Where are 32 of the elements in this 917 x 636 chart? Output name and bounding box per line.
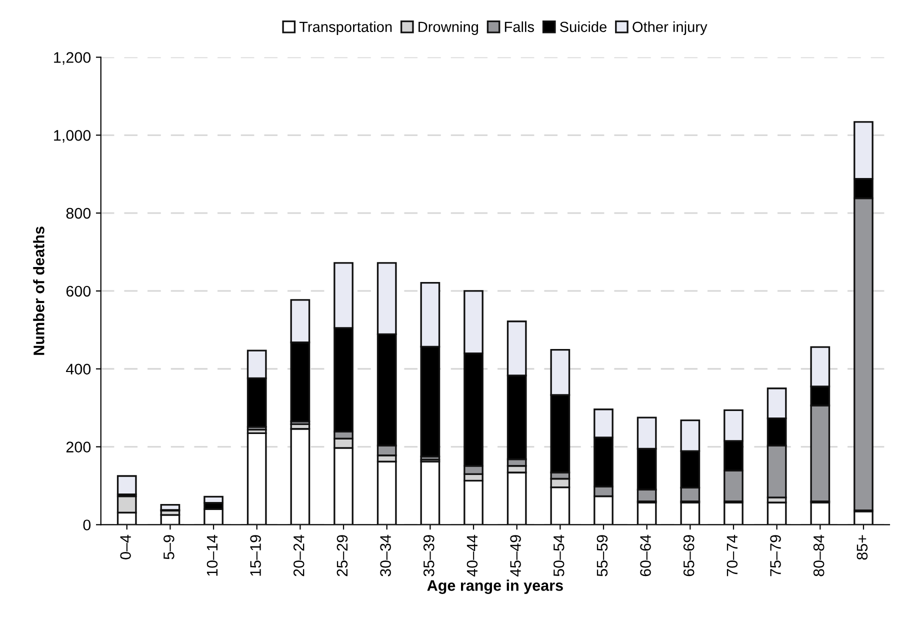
y-tick-label: 1,200 [54,52,91,65]
x-axis-title: Age range in years [427,580,563,594]
x-tick-label: 85+ [856,535,868,560]
x-tick-label: 15–19 [250,535,261,576]
x-tick-label: 5–9 [163,535,174,560]
x-tick-label: 80–84 [813,534,824,576]
x-tick-label: 20–24 [293,534,304,576]
x-tick-label: 65–69 [683,535,694,576]
y-tick-label: 600 [66,286,91,297]
x-tick-label: 40–44 [466,534,478,577]
x-tick-label: 70–74 [726,534,738,576]
x-tick-label: 45–49 [510,535,521,577]
x-tick-label: 25–29 [336,535,348,576]
y-tick-label: 0 [83,520,91,530]
x-tick-label: 35–39 [423,535,434,576]
y-tick-label: 800 [66,208,91,219]
x-tick-label: 10–14 [206,534,218,576]
y-tick-label: 200 [66,442,91,452]
legend-label: Other injury [632,21,708,35]
legend-label: Suicide [560,21,607,32]
x-tick-label: 0–4 [120,534,131,560]
x-tick-label: 50–54 [553,534,564,576]
legend-label: Transportation [299,21,392,35]
y-tick-label: 400 [66,364,91,375]
x-tick-label: 75–79 [770,535,781,576]
y-tick-label: 1,000 [54,130,91,143]
legend-label: Drowning [418,21,478,35]
y-axis-title: Number of deaths [33,226,44,355]
x-tick-label: 60–64 [640,534,651,576]
x-tick-label: 30–34 [380,534,391,576]
x-tick-label: 55–59 [596,535,608,576]
legend-label: Falls [504,21,534,32]
